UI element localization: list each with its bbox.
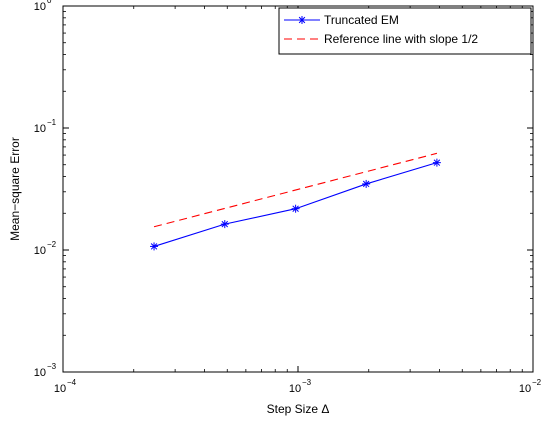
y-tick-label: 10 (34, 367, 46, 379)
series-line-1 (153, 152, 438, 228)
data-point (150, 242, 159, 251)
x-tick-exponent: −4 (67, 378, 77, 387)
y-tick-exponent: 0 (47, 0, 52, 5)
legend-entry: Truncated EM (284, 13, 399, 27)
data-point (220, 220, 229, 229)
x-tick-label: 10 (519, 383, 531, 395)
x-tick-label: 10 (54, 383, 66, 395)
y-tick-label: 10 (34, 123, 46, 135)
x-tick-exponent: −3 (302, 378, 312, 387)
series-layer (150, 152, 441, 251)
x-tick-exponent: −2 (532, 378, 542, 387)
y-tick-exponent: −1 (47, 118, 57, 127)
series-line-0 (153, 162, 438, 247)
y-tick-exponent: −3 (47, 362, 57, 371)
legend-entry: Reference line with slope 1/2 (284, 32, 478, 46)
data-point (362, 179, 371, 188)
legend-marker (298, 16, 306, 24)
legend: Truncated EM Reference line with slope 1/… (278, 7, 532, 55)
x-tick-label: 10 (289, 383, 301, 395)
y-tick-label: 10 (34, 245, 46, 257)
legend-label: Reference line with slope 1/2 (324, 32, 478, 46)
data-point (432, 158, 441, 167)
x-axis-label: Step Size Δ (267, 402, 330, 416)
y-tick-label: 10 (34, 1, 46, 13)
legend-entries: Truncated EM Reference line with slope 1/… (284, 13, 478, 46)
data-point (291, 204, 300, 213)
legend-label: Truncated EM (324, 13, 399, 27)
legend-box (278, 7, 532, 55)
y-axis-label: Mean−square Error (8, 137, 22, 241)
y-tick-exponent: −2 (47, 240, 57, 249)
